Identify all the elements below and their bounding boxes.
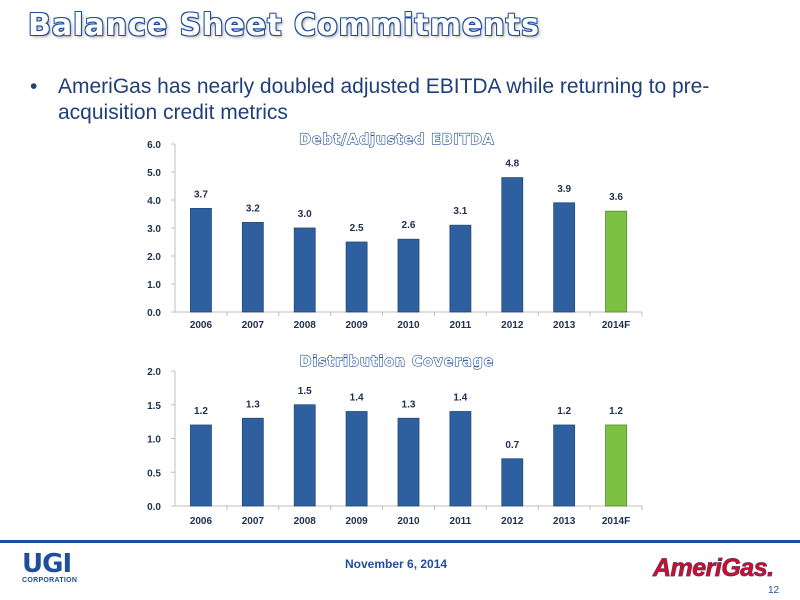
data-label: 3.1 xyxy=(453,206,467,217)
data-label: 1.2 xyxy=(557,406,571,417)
slide-title: Balance Sheet Commitments xyxy=(27,7,540,44)
data-label: 1.2 xyxy=(609,406,623,417)
x-tick-label: 2007 xyxy=(242,516,265,527)
y-tick-label: 1.5 xyxy=(147,401,161,412)
bar xyxy=(241,222,264,313)
bar xyxy=(345,411,368,507)
distribution-coverage-chart: Distribution Coverage 0.0 0.5 1.0 1.5 2.0 1.2 2… xyxy=(147,353,643,527)
y-tick-label: 2.0 xyxy=(147,252,161,263)
y-tick-label: 1.0 xyxy=(147,435,161,446)
x-tick-label: 2014F xyxy=(602,516,630,527)
bar xyxy=(190,208,212,313)
presentation-date: November 6, 2014 xyxy=(345,557,448,571)
data-label: 2.5 xyxy=(350,223,364,234)
data-label: 3.9 xyxy=(557,184,571,195)
data-label: 3.6 xyxy=(609,192,623,203)
x-tick-label: 2014F xyxy=(602,320,630,331)
data-label: 1.3 xyxy=(402,399,416,410)
bar xyxy=(190,424,212,507)
chart-title: Distribution Coverage xyxy=(300,354,494,370)
ugi-logo-text: UGI xyxy=(22,549,72,579)
page-number: 12 xyxy=(768,585,780,596)
data-label: 1.4 xyxy=(350,393,364,404)
x-tick-label: 2010 xyxy=(397,320,420,331)
ugi-logo: UGI CORPORATION xyxy=(22,551,77,584)
bar xyxy=(553,202,576,313)
data-label: 1.2 xyxy=(194,406,208,417)
x-tick-label: 2007 xyxy=(242,320,265,331)
data-label: 3.0 xyxy=(298,209,312,220)
x-tick-label: 2013 xyxy=(553,516,576,527)
x-tick-label: 2011 xyxy=(450,320,472,331)
x-tick-label: 2006 xyxy=(190,320,213,331)
data-label: 1.3 xyxy=(246,399,260,410)
y-tick-label: 6.0 xyxy=(147,140,161,151)
y-tick-label: 0.0 xyxy=(147,502,161,513)
x-tick-label: 2009 xyxy=(345,320,368,331)
bar xyxy=(605,210,627,313)
data-label: 4.8 xyxy=(505,159,519,170)
y-tick-label: 0.0 xyxy=(147,308,161,319)
data-label: 2.6 xyxy=(402,220,416,231)
data-label: 3.7 xyxy=(194,189,208,200)
bar xyxy=(501,177,524,313)
bar xyxy=(553,424,576,507)
x-tick-label: 2008 xyxy=(294,516,317,527)
x-tick-label: 2011 xyxy=(450,516,472,527)
x-tick-label: 2006 xyxy=(190,516,213,527)
chart-title: Debt/Adjusted EBITDA xyxy=(299,132,494,148)
bar xyxy=(449,411,472,507)
amerigas-logo: AmeriGas. xyxy=(653,554,775,583)
bar xyxy=(293,404,316,507)
footer-divider xyxy=(0,540,800,543)
y-tick-label: 1.0 xyxy=(147,280,161,291)
data-label: 1.5 xyxy=(298,386,312,397)
y-tick-label: 4.0 xyxy=(147,196,161,207)
bullet-marker: • xyxy=(30,75,38,98)
x-tick-label: 2012 xyxy=(501,320,524,331)
bar xyxy=(241,417,264,507)
x-tick-label: 2013 xyxy=(553,320,576,331)
y-tick-label: 2.0 xyxy=(147,367,161,378)
data-label: 0.7 xyxy=(505,440,519,451)
bullet-text: AmeriGas has nearly doubled adjusted EBI… xyxy=(58,75,710,124)
x-tick-label: 2009 xyxy=(345,516,368,527)
data-label: 1.4 xyxy=(453,393,467,404)
bar xyxy=(397,238,420,313)
y-tick-label: 3.0 xyxy=(147,224,161,235)
debt-ebitda-chart: Debt/Adjusted EBITDA 0.0 1.0 2.0 3.0 4.0 5.0 6.… xyxy=(147,132,643,331)
y-tick-label: 0.5 xyxy=(147,468,161,479)
x-tick-label: 2010 xyxy=(397,516,420,527)
x-tick-label: 2008 xyxy=(294,320,317,331)
bar xyxy=(345,241,368,313)
bar xyxy=(449,224,472,313)
data-label: 3.2 xyxy=(246,203,260,214)
bar xyxy=(293,227,316,313)
y-tick-label: 5.0 xyxy=(147,168,161,179)
ugi-logo-subtext: CORPORATION xyxy=(22,577,78,584)
bar xyxy=(397,417,420,507)
bar xyxy=(501,458,524,507)
bar xyxy=(605,424,627,507)
x-tick-label: 2012 xyxy=(501,516,524,527)
